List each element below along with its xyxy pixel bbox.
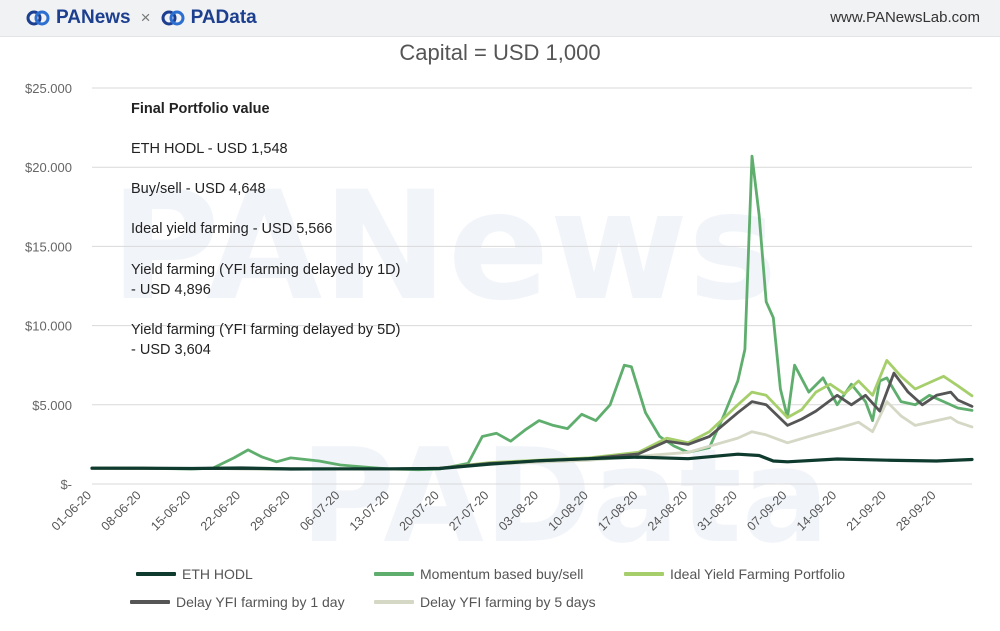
brand-logos: PANews × PAData: [26, 7, 257, 29]
x-tick-labels: 01-06-20 08-06-20 15-06-20 22-06-20 29-06-20…: [49, 488, 939, 533]
x-tick-label: 24-08-20: [645, 488, 690, 533]
x-tick-label: 15-06-20: [148, 488, 193, 533]
panews-logo-icon: [26, 10, 50, 26]
annotation-line: Buy/sell - USD 4,648: [131, 181, 266, 197]
annotation-line: ETH HODL - USD 1,548: [131, 141, 288, 157]
annotation-heading: Final Portfolio value: [131, 101, 270, 117]
series-line-delay-yfi-farming-by-1-day: [90, 371, 974, 471]
x-tick-label: 14-09-20: [794, 488, 839, 533]
legend-label: Ideal Yield Farming Portfolio: [670, 566, 846, 582]
x-tick-label: 03-08-20: [496, 488, 541, 533]
x-tick-label: 28-09-20: [893, 488, 938, 533]
legend-swatch: [374, 572, 414, 576]
annotation-line: - USD 3,604: [131, 342, 211, 358]
x-tick-label: 10-08-20: [546, 488, 591, 533]
x-tick-label: 31-08-20: [695, 488, 740, 533]
legend-swatch: [624, 572, 664, 576]
chart-title: Capital = USD 1,000: [399, 40, 601, 65]
y-tick-label: $20.000: [25, 160, 72, 175]
brand-panews: PANews: [56, 7, 131, 28]
y-tick-label: $10.000: [25, 319, 72, 334]
y-tick-label: $5.000: [32, 398, 72, 413]
x-tick-label: 01-06-20: [49, 488, 94, 533]
padata-logo-icon: [161, 10, 185, 26]
x-tick-label: 20-07-20: [397, 488, 442, 533]
legend-eth-hodl: ETH HODL: [136, 566, 253, 582]
y-tick-label: $15.000: [25, 239, 72, 254]
legend-swatch: [374, 600, 414, 604]
x-tick-label: 06-07-20: [297, 488, 342, 533]
header-bar: PANews × PAData www.PANewsLab.com: [0, 0, 1000, 37]
x-tick-label: 22-06-20: [198, 488, 243, 533]
annotation-line: Ideal yield farming - USD 5,566: [131, 221, 333, 237]
x-tick-label: 21-09-20: [844, 488, 889, 533]
legend-momentum: Momentum based buy/sell: [374, 566, 583, 582]
x-tick-label: 08-06-20: [99, 488, 144, 533]
site-url: www.PANewsLab.com: [830, 9, 980, 26]
x-tick-label: 13-07-20: [347, 488, 392, 533]
legend-swatch: [136, 572, 176, 576]
legend-delay-1-day: Delay YFI farming by 1 day: [130, 594, 345, 610]
y-tick-labels: $- $5.000 $10.000 $15.000 $20.000 $25.000: [25, 81, 72, 492]
legend-label: Delay YFI farming by 5 days: [420, 594, 596, 610]
series-line-momentum-based-buy-sell: [90, 154, 974, 472]
x-tick-label: 07-09-20: [744, 488, 789, 533]
legend-ideal-yield: Ideal Yield Farming Portfolio: [624, 566, 845, 582]
legend-label: Momentum based buy/sell: [420, 566, 584, 582]
annotation-line: - USD 4,896: [131, 282, 211, 298]
series-lines: [90, 154, 974, 472]
x-tick-label: 27-07-20: [446, 488, 491, 533]
brand-padata: PAData: [190, 7, 257, 28]
y-tick-label: $25.000: [25, 81, 72, 96]
series-line-ideal-yield-farming-portfolio: [90, 358, 974, 471]
series-line-eth-hodl: [90, 452, 974, 471]
legend-label: Delay YFI farming by 1 day: [176, 594, 345, 610]
legend-label: ETH HODL: [182, 566, 253, 582]
legend-delay-5-days: Delay YFI farming by 5 days: [374, 594, 596, 610]
x-tick-label: 29-06-20: [248, 488, 293, 533]
y-tick-label: $-: [60, 477, 72, 492]
x-tick-label: 17-08-20: [595, 488, 640, 533]
legend-swatch: [130, 600, 170, 604]
annotation-line: Yield farming (YFI farming delayed by 1D…: [131, 262, 401, 278]
annotation-line: Yield farming (YFI farming delayed by 5D…: [131, 322, 401, 338]
brand-separator: ×: [140, 8, 151, 27]
